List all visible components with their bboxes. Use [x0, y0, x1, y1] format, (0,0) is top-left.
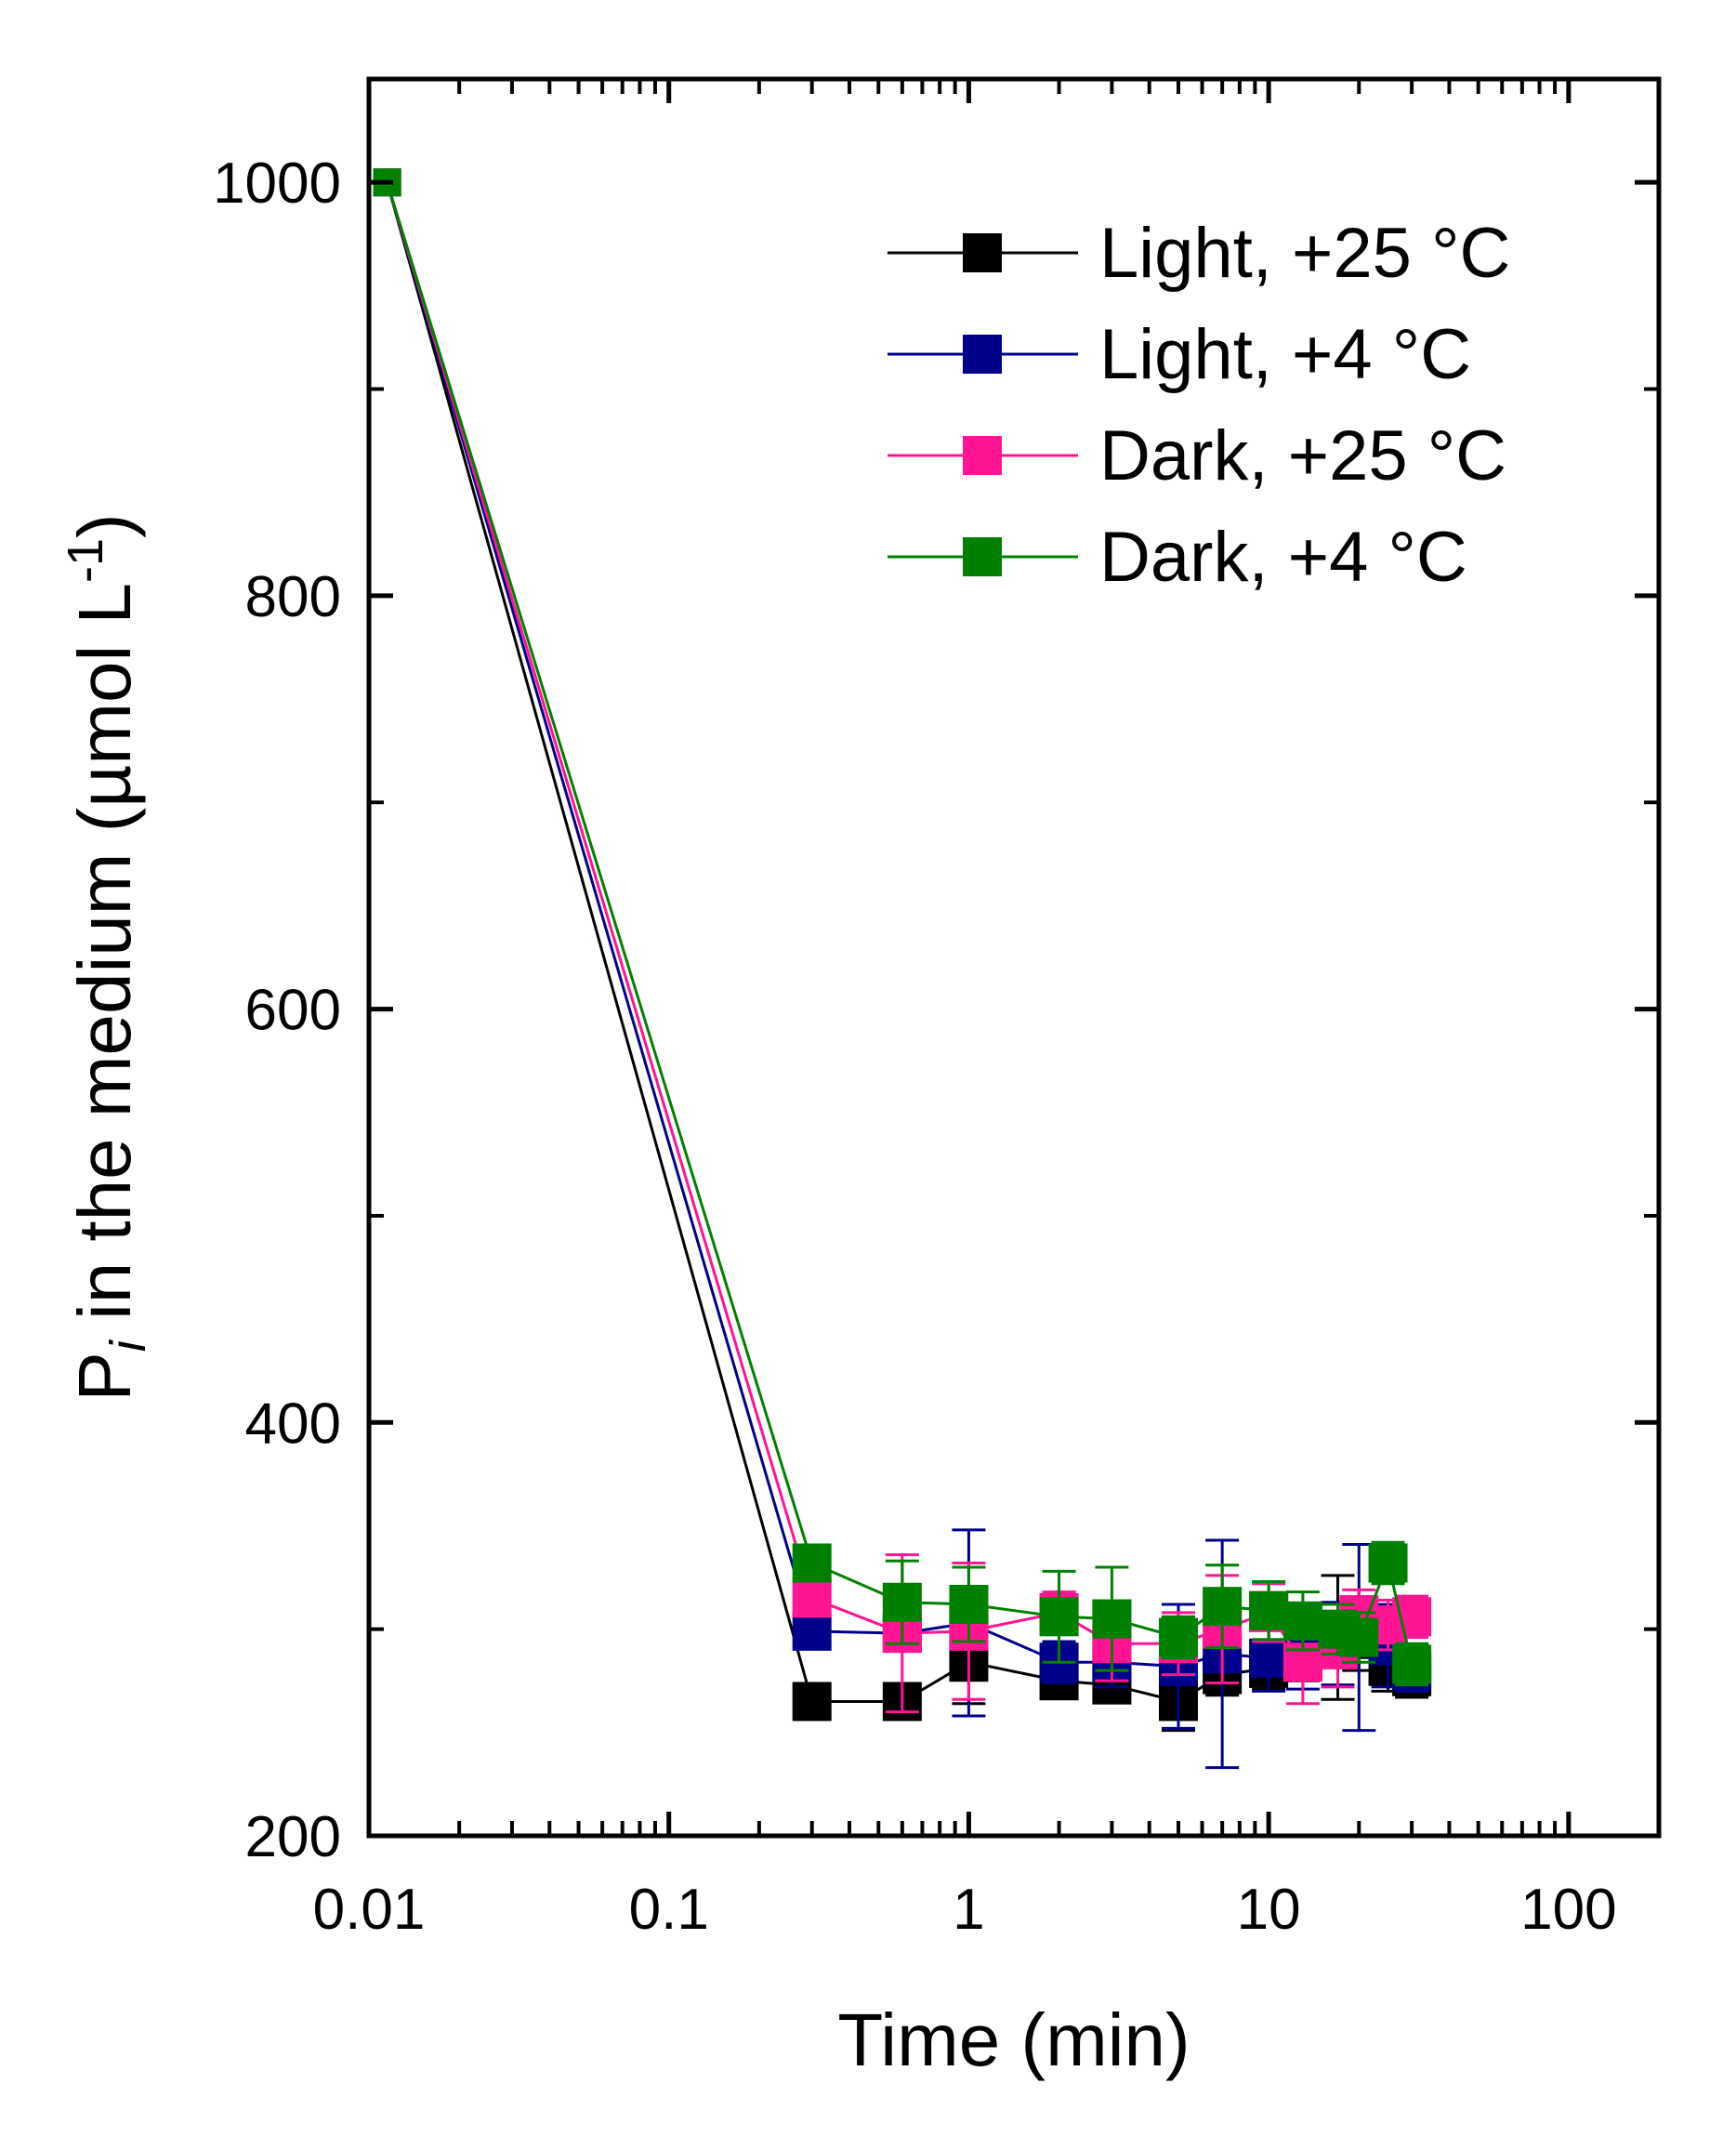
- data-point: [1392, 1644, 1432, 1684]
- legend-item-4: Dark, +4 °C: [888, 518, 1467, 597]
- x-tick-label: 100: [1520, 1878, 1616, 1942]
- x-tick-label: 0.1: [629, 1878, 709, 1942]
- series-4: [373, 168, 1432, 1687]
- series-line: [386, 181, 1414, 1672]
- series-1: [373, 168, 1432, 1733]
- data-point: [949, 1584, 989, 1624]
- y-tick-label: 400: [245, 1392, 341, 1456]
- y-tick-label: 600: [245, 979, 341, 1043]
- data-point: [1039, 1597, 1079, 1637]
- y-axis-label-subscript: i: [100, 1339, 156, 1352]
- data-point: [1092, 1599, 1132, 1639]
- legend-marker: [963, 537, 1002, 576]
- ticks-layer: [366, 79, 1661, 1839]
- y-axis-label-text: in the medium (µmol L: [63, 583, 146, 1340]
- legend-label: Light, +4 °C: [1099, 315, 1471, 394]
- legend-item-3: Dark, +25 °C: [888, 416, 1506, 495]
- legend-item-2: Light, +4 °C: [888, 315, 1471, 394]
- y-axis-label: Pi in the medium (µmol L-1): [58, 513, 156, 1401]
- plot-frame: [366, 76, 1662, 1839]
- data-point: [1158, 1617, 1198, 1657]
- data-point: [792, 1682, 832, 1721]
- series-layer: [373, 168, 1432, 1770]
- legend-marker: [963, 335, 1002, 374]
- data-point: [792, 1543, 832, 1583]
- x-axis-label: Time (min): [837, 1998, 1190, 2081]
- data-point: [1339, 1617, 1379, 1657]
- series-3: [373, 168, 1432, 1714]
- data-point: [1249, 1638, 1289, 1678]
- legend-item-1: Light, +25 °C: [888, 214, 1510, 293]
- legend: Light, +25 °C Light, +4 °C Dark, +25 °C Dar…: [888, 214, 1510, 597]
- y-axis-label-base: P: [63, 1352, 146, 1401]
- tick-labels-layer: 0.01 0.1 1 10 100 200 400 600 800 1000: [213, 152, 1617, 1942]
- y-tick-label: 1000: [213, 152, 341, 216]
- x-tick-label: 10: [1237, 1878, 1301, 1942]
- y-tick-label: 800: [245, 565, 341, 629]
- data-point: [1249, 1590, 1289, 1630]
- y-tick-label: 200: [245, 1805, 341, 1869]
- data-point: [792, 1578, 832, 1618]
- data-point: [1282, 1601, 1322, 1641]
- legend-marker: [963, 436, 1002, 475]
- y-axis-label-close: ): [63, 513, 146, 538]
- series-line: [386, 181, 1413, 1664]
- data-point: [792, 1611, 832, 1651]
- series-line: [386, 181, 1414, 1665]
- y-axis-label-superscript: -1: [58, 538, 113, 583]
- x-tick-label: 1: [953, 1878, 984, 1942]
- legend-label: Dark, +4 °C: [1099, 518, 1467, 597]
- legend-label: Light, +25 °C: [1099, 214, 1510, 293]
- data-point: [1368, 1543, 1408, 1583]
- legend-marker: [963, 233, 1002, 272]
- legend-label: Dark, +25 °C: [1099, 416, 1506, 495]
- data-point: [1203, 1587, 1243, 1627]
- data-point: [882, 1582, 922, 1622]
- series-2: [373, 168, 1432, 1770]
- x-tick-label: 0.01: [313, 1878, 426, 1942]
- series-line: [386, 181, 1413, 1704]
